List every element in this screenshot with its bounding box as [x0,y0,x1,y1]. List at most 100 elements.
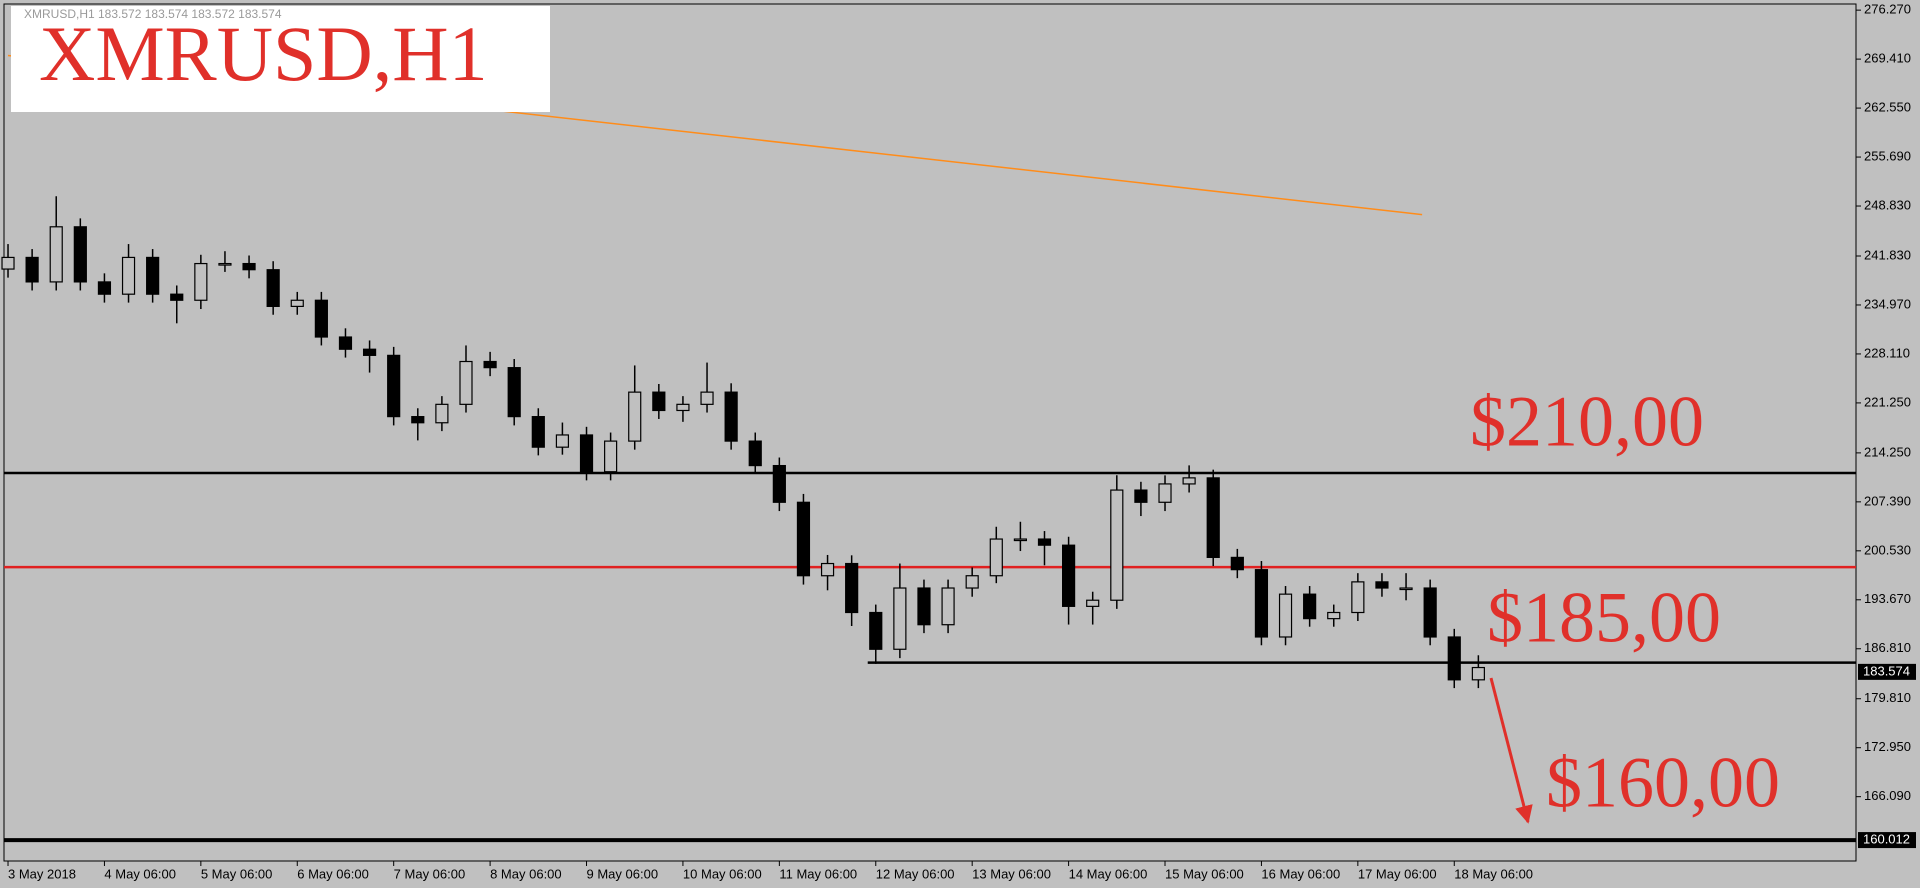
x-tick-label: 15 May 06:00 [1165,866,1244,881]
candle-body [965,575,979,589]
candle-body [1086,599,1100,607]
candle-body [121,256,136,295]
annotation: $210,00 [1470,382,1704,462]
candle-body [194,262,208,301]
candle-body [435,403,449,424]
candle-body [1351,581,1365,614]
x-tick-label: 3 May 2018 [8,866,76,881]
candle-body [772,464,786,503]
candle-body [1423,587,1437,638]
candle-body [1134,489,1148,503]
candle-body [411,416,425,424]
y-tick-label: 214.250 [1864,444,1911,459]
x-tick-label: 12 May 06:00 [876,866,955,881]
y-tick-label: 255.690 [1864,148,1911,163]
candle-body [1399,587,1413,591]
y-tick-label: 269.410 [1864,51,1911,66]
candle-body [49,226,63,283]
candle-body [555,434,570,448]
candle-body [1375,581,1389,589]
y-tick-label: 172.950 [1864,739,1911,754]
candle-body [1206,477,1220,558]
candle-body [845,562,859,614]
candle-body [724,391,738,442]
x-tick-label: 13 May 06:00 [972,866,1051,881]
header: XMRUSD,H1 183.572 183.574 183.572 183.57… [24,7,282,21]
x-tick-label: 9 May 06:00 [587,866,659,881]
candle-body [1158,483,1172,503]
candle-body [893,587,907,650]
chart-title: XMRUSD,H1 [39,10,488,97]
x-tick-label: 14 May 06:00 [1069,866,1148,881]
candle-body [483,360,497,369]
candle-body [531,416,545,448]
candle-body [604,440,618,473]
candle-body [290,299,304,307]
price-label: 160.012 [1863,832,1910,847]
plot-layer [1,54,1856,843]
candle-body [652,391,666,412]
candle-body [700,391,714,405]
candle-body [1013,538,1027,542]
y-tick-label: 262.550 [1864,100,1911,115]
candle-body [941,587,955,626]
candle-body [25,256,39,283]
candle-body [362,348,377,356]
price-label-box [1858,663,1916,680]
plot-frame [3,3,1857,862]
candle-body [1278,593,1293,638]
y-tick-label: 234.970 [1864,296,1911,311]
candle-body [1471,666,1485,681]
candle-body [917,587,931,626]
y-tick-label: 207.390 [1864,493,1911,508]
y-tick-label: 248.830 [1864,197,1911,212]
candle-body [1303,593,1317,620]
candle-body [628,391,642,442]
candle-body [314,299,328,338]
candle-body [1037,538,1052,546]
candle-body [1,256,15,270]
candle-body [338,336,353,350]
price-label-box [1858,832,1916,849]
candle-body [170,293,184,301]
y-tick-label: 186.810 [1864,640,1911,655]
x-tick-label: 6 May 06:00 [297,866,369,881]
arrow [1489,677,1533,824]
price-label: 183.574 [1863,663,1910,678]
candle-body [989,538,1003,577]
candle-body [1327,611,1341,620]
candle-body [97,281,112,295]
candle-body [1254,569,1269,638]
candle-body [820,562,835,577]
y-tick-label: 166.090 [1864,788,1911,803]
candle-body [507,367,521,418]
x-tick-label: 8 May 06:00 [490,866,562,881]
candle-body [73,226,87,283]
x-tick-label: 4 May 06:00 [104,866,176,881]
y-tick-label: 193.670 [1864,591,1911,606]
candle-body [387,354,401,418]
candle-body [796,501,811,577]
candle-body [459,360,473,405]
y-tick-label: 241.830 [1864,247,1911,262]
y-tick-label: 179.810 [1864,690,1911,705]
annotation: $160,00 [1546,743,1780,823]
annotation: $185,00 [1487,578,1721,658]
candle-body [748,440,762,467]
x-tick-label: 18 May 06:00 [1454,866,1533,881]
x-tick-label: 10 May 06:00 [683,866,762,881]
candle-body [579,434,594,473]
x-tick-label: 7 May 06:00 [394,866,466,881]
candle-body [869,611,883,650]
x-tick-label: 17 May 06:00 [1358,866,1437,881]
candle-body [242,262,256,271]
y-tick-label: 200.530 [1864,542,1911,557]
candle-body [1110,489,1124,601]
candle-body [676,403,690,412]
candle-body [1447,636,1461,681]
candle-body [266,269,280,307]
y-tick-label: 221.250 [1864,394,1911,409]
candle-body [218,262,232,266]
